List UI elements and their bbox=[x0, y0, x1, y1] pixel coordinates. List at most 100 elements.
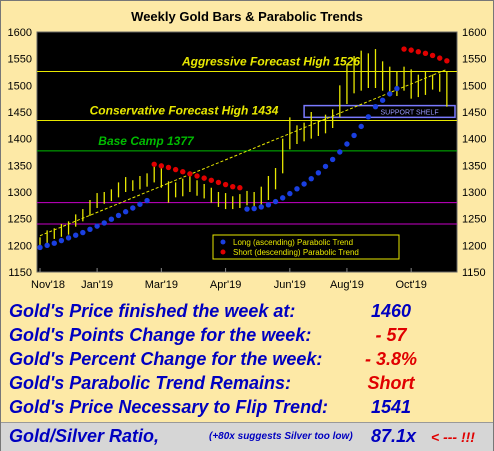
stat-label-price: Gold's Price finished the week at: bbox=[9, 301, 296, 321]
short-parabolic-dot bbox=[444, 58, 450, 64]
y-tick-label-right: 1500 bbox=[462, 80, 486, 92]
ratio-note: (+80x suggests Silver too low) bbox=[209, 431, 353, 442]
support-shelf-label: SUPPORT SHELF bbox=[381, 109, 439, 116]
long-parabolic-dot bbox=[394, 85, 400, 92]
short-parabolic-dot bbox=[437, 55, 443, 61]
short-parabolic-dot bbox=[180, 169, 186, 175]
long-parabolic-dot bbox=[337, 149, 343, 155]
level-label: Aggressive Forecast High 1526 bbox=[181, 54, 360, 68]
stat-label-flip-price: Gold's Price Necessary to Flip Trend: bbox=[9, 397, 329, 417]
y-tick-label-right: 1200 bbox=[462, 240, 486, 252]
long-parabolic-dot bbox=[108, 216, 115, 222]
long-parabolic-dot bbox=[301, 181, 307, 187]
stat-label-trend: Gold's Parabolic Trend Remains: bbox=[9, 373, 292, 393]
long-parabolic-dot bbox=[37, 244, 43, 251]
y-tick-label-left: 1500 bbox=[8, 80, 32, 92]
stat-row-percent-change: Gold's Percent Change for the week: - 3.… bbox=[1, 349, 493, 373]
short-parabolic-dot bbox=[158, 163, 165, 169]
long-parabolic-dot bbox=[387, 91, 393, 97]
short-parabolic-dot bbox=[422, 50, 429, 57]
long-parabolic-dot bbox=[344, 141, 350, 147]
long-parabolic-dot bbox=[94, 223, 100, 229]
short-parabolic-dot bbox=[208, 177, 215, 183]
y-tick-label-left: 1250 bbox=[8, 214, 32, 226]
stat-value-points-change: - 57 bbox=[375, 325, 407, 345]
short-parabolic-dot bbox=[215, 179, 222, 186]
short-parabolic-dot bbox=[222, 181, 229, 188]
long-parabolic-dot bbox=[351, 132, 357, 139]
long-parabolic-dot bbox=[115, 212, 122, 219]
x-tick-label: Aug'19 bbox=[330, 279, 364, 291]
x-tick-label: Nov'18 bbox=[31, 279, 65, 291]
legend-long-label: Long (ascending) Parabolic Trend bbox=[233, 238, 353, 247]
y-tick-label-left: 1600 bbox=[8, 27, 32, 39]
long-parabolic-dot bbox=[87, 226, 93, 233]
short-parabolic-dot bbox=[401, 46, 407, 52]
short-parabolic-dot bbox=[194, 173, 200, 179]
long-parabolic-dot bbox=[315, 170, 322, 176]
y-tick-label-right: 1600 bbox=[462, 27, 486, 39]
y-tick-label-left: 1300 bbox=[8, 187, 32, 199]
long-parabolic-dot bbox=[122, 209, 129, 215]
y-tick-label-right: 1250 bbox=[462, 214, 486, 226]
stat-label-points-change: Gold's Points Change for the week: bbox=[9, 325, 312, 345]
short-parabolic-dot bbox=[408, 47, 414, 53]
short-parabolic-dot bbox=[415, 49, 422, 55]
x-tick-label: Oct'19 bbox=[395, 279, 426, 291]
long-parabolic-dot bbox=[279, 195, 286, 201]
y-tick-label-right: 1350 bbox=[462, 160, 486, 172]
y-tick-label-left: 1150 bbox=[8, 267, 32, 279]
chart-title: Weekly Gold Bars & Parabolic Trends bbox=[131, 9, 363, 24]
stat-row-price: Gold's Price finished the week at: 1460 bbox=[1, 301, 493, 325]
short-parabolic-dot bbox=[172, 166, 179, 173]
long-parabolic-dot bbox=[265, 202, 272, 208]
long-parabolic-dot bbox=[65, 235, 72, 241]
x-tick-label: Mar'19 bbox=[145, 279, 178, 291]
long-parabolic-dot bbox=[372, 103, 379, 110]
short-parabolic-dot bbox=[201, 175, 207, 181]
long-parabolic-dot bbox=[308, 175, 314, 182]
legend-short-marker bbox=[220, 249, 226, 255]
plot-area bbox=[36, 31, 458, 273]
ratio-row: Gold/Silver Ratio, (+80x suggests Silver… bbox=[1, 422, 493, 451]
long-parabolic-dot bbox=[329, 156, 336, 163]
legend-box bbox=[212, 234, 400, 260]
short-parabolic-dot bbox=[237, 185, 243, 191]
long-parabolic-dot bbox=[272, 198, 279, 205]
short-parabolic-dot bbox=[151, 161, 157, 167]
long-parabolic-dot bbox=[358, 123, 364, 130]
long-parabolic-dot bbox=[137, 201, 143, 207]
long-parabolic-dot bbox=[130, 205, 136, 211]
y-tick-label-right: 1550 bbox=[462, 54, 486, 66]
stat-value-flip-price: 1541 bbox=[370, 397, 412, 417]
short-parabolic-dot bbox=[165, 164, 172, 171]
x-tick-label: Jun'19 bbox=[274, 279, 306, 291]
long-parabolic-dot bbox=[251, 205, 257, 212]
y-tick-label-left: 1550 bbox=[8, 54, 32, 66]
long-parabolic-dot bbox=[58, 237, 65, 244]
long-parabolic-dot bbox=[80, 229, 86, 236]
legend-short-label: Short (descending) Parabolic Trend bbox=[233, 248, 359, 257]
long-parabolic-dot bbox=[101, 220, 107, 226]
y-tick-label-left: 1400 bbox=[8, 134, 32, 146]
x-tick-label: Jan'19 bbox=[81, 279, 113, 291]
long-parabolic-dot bbox=[322, 163, 329, 170]
long-parabolic-dot bbox=[44, 242, 50, 249]
ratio-arrow: < --- !!! bbox=[431, 429, 475, 445]
y-tick-label-left: 1200 bbox=[8, 240, 32, 252]
y-tick-label-right: 1400 bbox=[462, 134, 486, 146]
level-label: Conservative Forecast High 1434 bbox=[90, 104, 279, 118]
stat-value-trend: Short bbox=[367, 373, 415, 393]
trendline bbox=[39, 68, 448, 237]
y-tick-label-right: 1150 bbox=[462, 267, 486, 279]
long-parabolic-dot bbox=[51, 240, 57, 246]
long-parabolic-dot bbox=[294, 186, 300, 192]
stat-row-points-change: Gold's Points Change for the week: - 57 bbox=[1, 325, 493, 349]
long-parabolic-dot bbox=[244, 206, 250, 212]
long-parabolic-dot bbox=[365, 114, 372, 120]
legend-long-marker bbox=[220, 239, 226, 245]
short-parabolic-dot bbox=[187, 171, 193, 177]
stat-row-trend: Gold's Parabolic Trend Remains: Short bbox=[1, 373, 493, 397]
y-tick-label-left: 1350 bbox=[8, 160, 32, 172]
